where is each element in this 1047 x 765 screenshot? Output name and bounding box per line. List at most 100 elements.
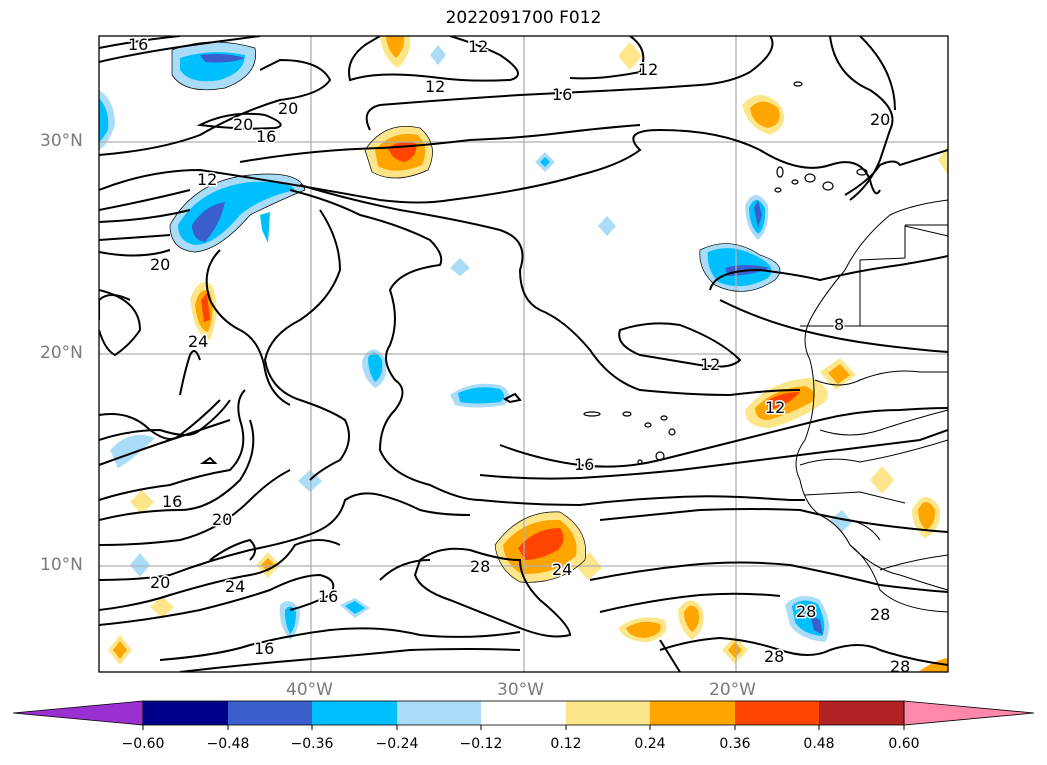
anomaly-blob-negative (345, 601, 365, 614)
blob-outlines (169, 41, 781, 583)
lon-label-30w: 30°W (497, 680, 544, 700)
colorbar-segment (228, 701, 312, 725)
colorbar-outline (142, 700, 905, 726)
plot-area: 16 12 12 16 20 20 16 20 12 20 24 12 12 1… (99, 35, 948, 676)
anomaly-blob-positive (750, 101, 780, 128)
anomaly-blob-positive (626, 621, 661, 638)
anomaly-blob-positive (130, 490, 154, 514)
anomaly-blob-negative (450, 258, 470, 276)
anomaly-blob-positive (728, 642, 742, 658)
lat-label-30n: 30°N (40, 131, 83, 151)
contour-label: 12 (765, 398, 785, 417)
contour-label: 28 (870, 605, 890, 624)
contour-label: 28 (796, 602, 816, 621)
anomaly-blob-positive (918, 502, 936, 530)
contour-label: 24 (552, 560, 572, 579)
anomaly-blob-negative (260, 212, 270, 243)
colorbar-extend-high (903, 700, 1035, 726)
anomaly-blob-negative (458, 387, 504, 404)
contour-labels: 16 12 12 16 20 20 16 20 12 20 24 12 12 1… (127, 35, 912, 676)
anomaly-blob-negative (540, 157, 550, 167)
colorbar (12, 700, 1035, 730)
anomaly-blob-positive (765, 392, 800, 410)
anomaly-blob-negative (99, 98, 109, 142)
contour-label: 16 (318, 587, 338, 606)
lat-label-20n: 20°N (40, 343, 83, 363)
colorbar-extend-low (12, 700, 144, 726)
contour-label: 16 (162, 492, 182, 511)
anomaly-blob-positive (684, 605, 700, 632)
contour-label: 12 (638, 60, 658, 79)
contour-label: 20 (212, 510, 232, 529)
colorbar-segment (481, 701, 566, 725)
colorbar-segment (312, 701, 397, 725)
colorbar-ticks (142, 725, 905, 730)
contour-label: 16 (256, 127, 276, 146)
colorbar-segment (735, 701, 819, 725)
colorbar-tick-label: −0.36 (290, 736, 334, 752)
anomaly-blob-negative (430, 45, 446, 65)
contour-label: 20 (233, 115, 253, 134)
anomaly-blob-positive (113, 641, 127, 659)
colorbar-tick-label: 0.12 (550, 736, 582, 752)
coastlines (795, 199, 948, 613)
anomaly-blob-positive (518, 528, 564, 560)
contour-label: 12 (197, 170, 217, 189)
colorbar-tick-label: −0.60 (121, 736, 165, 752)
anomaly-blob-positive (938, 145, 948, 175)
lat-label-10n: 10°N (40, 555, 83, 575)
contour-label: 12 (425, 77, 445, 96)
lon-label-20w: 20°W (709, 680, 756, 700)
map-frame (98, 35, 949, 673)
contour-label: 20 (150, 255, 170, 274)
colorbar-tick-label: −0.48 (206, 736, 250, 752)
map-title: 2022091700 F012 (445, 8, 602, 28)
shaded-anomalies (99, 36, 948, 672)
contour-lines (99, 36, 948, 672)
anomaly-blob-negative (830, 510, 852, 532)
contour-label: 12 (700, 355, 720, 374)
anomaly-blob-negative (598, 216, 616, 236)
anomaly-blob-negative (284, 606, 296, 634)
colorbar-segment (143, 701, 228, 725)
contour-label: 20 (870, 110, 890, 129)
islands (583, 81, 868, 465)
colorbar-segment (650, 701, 735, 725)
anomaly-blob-positive (828, 364, 850, 384)
anomaly-blob-negative (200, 54, 245, 63)
anomaly-blob-positive (201, 293, 210, 322)
contour-label: 16 (254, 639, 274, 658)
contour-label: 12 (468, 37, 488, 56)
contour-label: 20 (150, 573, 170, 592)
anomaly-blob-negative (192, 202, 225, 242)
anomaly-blob-positive (386, 36, 405, 58)
colorbar-tick-label: −0.24 (375, 736, 419, 752)
contour-label: 28 (470, 557, 490, 576)
gridlines (99, 36, 948, 672)
colorbar-tick-label: 0.48 (803, 736, 835, 752)
contour-label: 16 (574, 455, 594, 474)
anomaly-blob-negative (130, 553, 150, 577)
colorbar-tick-label: −0.12 (459, 736, 503, 752)
anomaly-blob-positive (150, 596, 174, 618)
lon-label-40w: 40°W (286, 680, 333, 700)
colorbar-tick-label: 0.60 (888, 736, 920, 752)
contour-label: 16 (552, 85, 572, 104)
anomaly-blob-negative (754, 200, 762, 228)
contour-label: 28 (764, 647, 784, 666)
contour-label: 8 (834, 315, 844, 334)
contour-label: 16 (128, 35, 148, 54)
anomaly-blob-positive (918, 658, 948, 672)
colorbar-tick-label: 0.36 (719, 736, 751, 752)
colorbar-segment (819, 701, 904, 725)
contour-label: 28 (890, 657, 910, 676)
colorbar-segment (397, 701, 481, 725)
anomaly-blob-positive (618, 42, 642, 70)
colorbar-tick-label: 0.24 (634, 736, 666, 752)
anomaly-blob-negative (110, 434, 155, 468)
anomaly-blob-positive (870, 466, 894, 494)
contour-label: 24 (188, 332, 208, 351)
colorbar-segment (566, 701, 650, 725)
anomaly-blob-negative (810, 615, 823, 635)
